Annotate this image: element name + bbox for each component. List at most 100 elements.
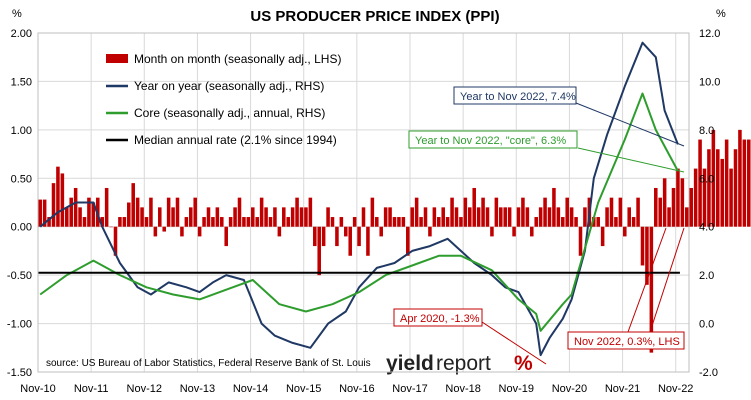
bar-mom — [193, 197, 197, 227]
callout-leader-apr2020 — [481, 321, 547, 365]
callout-text-yoy: Year to Nov 2022, 7.4% — [460, 91, 576, 103]
right-tick-label: 8.0 — [699, 125, 714, 137]
bar-mom — [583, 207, 587, 227]
bar-mom — [432, 207, 437, 227]
bar-mom — [574, 217, 578, 227]
bar-mom — [224, 226, 228, 247]
bar-mom — [135, 197, 140, 227]
bar-mom — [82, 217, 87, 227]
bar-mom — [561, 217, 565, 227]
bar-mom — [406, 226, 410, 256]
bar-mom — [410, 207, 414, 227]
bar-mom — [592, 217, 596, 227]
bar-mom — [392, 217, 397, 227]
bar-mom — [707, 149, 711, 227]
bar-mom — [481, 197, 485, 227]
x-tick-label: Nov-19 — [499, 383, 534, 395]
bar-mom — [414, 197, 419, 227]
callouts: Year to Nov 2022, 7.4% Year to Nov 2022,… — [393, 86, 685, 365]
callout-box-nov2022 — [567, 331, 685, 350]
bar-mom — [122, 217, 127, 227]
bar-mom — [326, 207, 330, 227]
bar-mom — [667, 207, 671, 227]
bar-mom — [636, 197, 640, 227]
bar-mom — [662, 178, 667, 227]
bar-mom — [118, 217, 122, 227]
bar-mom — [645, 226, 649, 285]
bar-mom — [490, 226, 494, 237]
bar-mom — [658, 197, 662, 227]
bar-mom — [215, 207, 220, 227]
bar-mom — [42, 199, 47, 227]
bar-mom — [259, 197, 264, 227]
bar-mom — [693, 168, 698, 227]
bar-mom — [623, 226, 627, 237]
bar-mom — [503, 207, 507, 227]
bar-mom — [361, 207, 366, 227]
x-tick-label: Nov-17 — [392, 383, 427, 395]
bar-mom — [321, 226, 326, 247]
callout-leader-yoy — [575, 102, 685, 147]
right-tick-label: 4.0 — [699, 222, 714, 234]
bar-mom — [459, 217, 463, 227]
bar-mom — [463, 197, 468, 227]
source-note: source: US Bureau of Labor Statistics, F… — [46, 358, 371, 369]
bar-mom — [738, 129, 742, 227]
right-tick-label: -2.0 — [699, 367, 718, 379]
left-axis-ticks: 2.00 1.50 1.00 0.50 0.00 -0.50 -1.00 -1.50 — [7, 28, 32, 379]
bar-mom — [614, 217, 618, 227]
bar-mom — [454, 207, 459, 227]
bar-mom — [228, 217, 233, 227]
legend-swatch-bars — [106, 54, 128, 63]
bar-mom — [600, 226, 605, 247]
bar-mom — [649, 226, 654, 353]
legend-label-median: Median annual rate (2.1% since 1994) — [134, 133, 337, 147]
bar-mom — [237, 197, 242, 227]
bar-mom — [104, 187, 109, 227]
bar-mom — [441, 207, 445, 227]
bar-mom — [352, 217, 357, 227]
left-tick-label: 1.50 — [11, 76, 32, 88]
bar-mom — [565, 197, 569, 227]
bar-mom — [211, 217, 215, 227]
bar-mom — [375, 217, 379, 227]
callout-text-apr2020: Apr 2020, -1.3% — [400, 313, 480, 325]
callout-text-nov2022: Nov 2022, 0.3%, LHS — [574, 336, 680, 348]
bar-mom — [65, 207, 69, 227]
bar-mom — [698, 139, 702, 227]
bar-mom — [525, 207, 530, 227]
callout-text-core: Year to Nov 2022, "core", 6.3% — [415, 135, 566, 147]
bar-mom — [716, 149, 720, 227]
bar-mom — [184, 217, 189, 227]
bar-mom — [627, 207, 631, 227]
callout-box-apr2020 — [393, 308, 483, 327]
bar-mom — [401, 217, 406, 227]
bar-mom — [530, 226, 534, 237]
legend-label-bars: Month on month (seasonally adj., LHS) — [134, 52, 341, 66]
bar-mom — [379, 226, 383, 237]
bar-mom — [711, 129, 716, 227]
left-tick-label: 1.00 — [11, 125, 32, 137]
bar-mom — [171, 207, 175, 227]
right-tick-label: 12.0 — [699, 28, 720, 40]
left-tick-label: 2.00 — [11, 28, 32, 40]
bar-mom — [304, 207, 308, 227]
bar-mom — [724, 139, 729, 227]
left-tick-label: -1.50 — [7, 367, 32, 379]
x-tick-label: Nov-20 — [552, 383, 587, 395]
bar-mom — [339, 217, 344, 227]
bar-mom — [618, 197, 623, 227]
bar-mom — [729, 168, 733, 227]
bar-mom — [512, 226, 516, 237]
bar-mom — [73, 187, 78, 227]
bar-mom — [131, 183, 135, 227]
x-tick-label: Nov-22 — [658, 383, 693, 395]
yieldreport-logo: yield report % — [386, 352, 533, 375]
bar-mom — [538, 207, 543, 227]
bar-series-month-on-month — [38, 129, 751, 353]
bar-mom — [543, 197, 547, 227]
bar-mom — [680, 178, 685, 227]
bar-mom — [166, 197, 171, 227]
